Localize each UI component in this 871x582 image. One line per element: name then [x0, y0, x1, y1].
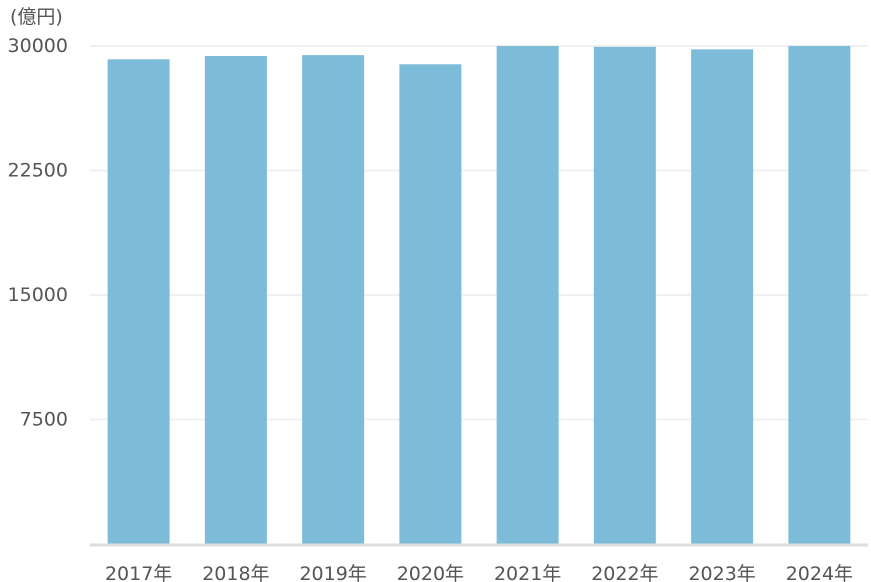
bar-2024年 — [788, 46, 851, 544]
bar-2022年 — [593, 46, 656, 545]
y-tick-labels: 7500 15000 22500 30000 — [8, 35, 68, 431]
x-tick-label: 2021年 — [494, 563, 561, 582]
x-tick-label: 2018年 — [202, 563, 269, 582]
bar-2017年 — [107, 59, 170, 544]
bar-2018年 — [204, 55, 267, 545]
y-tick-label: 22500 — [8, 160, 68, 182]
x-tick-label: 2017年 — [105, 563, 172, 582]
x-tick-label: 2020年 — [397, 563, 464, 582]
bar-2023年 — [691, 49, 754, 544]
bar-2020年 — [399, 64, 462, 544]
x-tick-label: 2024年 — [786, 563, 853, 582]
bar-2019年 — [302, 55, 365, 544]
bar-2021年 — [496, 46, 559, 544]
y-tick-label: 30000 — [8, 35, 68, 57]
x-tick-label: 2019年 — [299, 563, 366, 582]
y-tick-label: 7500 — [20, 409, 68, 431]
x-tick-label: 2023年 — [688, 563, 755, 582]
x-tick-label: 2022年 — [591, 563, 658, 582]
x-tick-labels: 2017年 2018年 2019年 2020年 2021年 2022年 2023年 2024年 — [105, 563, 853, 582]
bars — [107, 46, 851, 545]
y-tick-label: 15000 — [8, 284, 68, 306]
y-axis-unit-label: (億円) — [10, 6, 63, 28]
